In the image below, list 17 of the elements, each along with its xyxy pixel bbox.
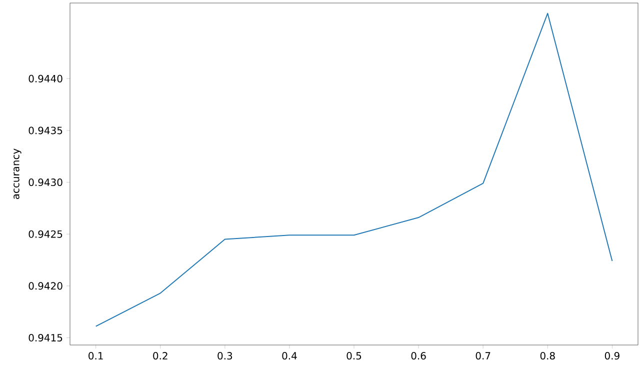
line-series xyxy=(95,12,613,327)
y-tick-label: 0.9415 xyxy=(28,334,62,342)
y-tick-label: 0.9440 xyxy=(28,74,62,82)
x-tick-label: 0.9 xyxy=(604,352,620,360)
x-tick-label: 0.4 xyxy=(282,352,297,360)
x-tick-label: 0.3 xyxy=(218,352,232,360)
x-tick-label: 0.5 xyxy=(346,352,362,360)
x-tick-label: 0.7 xyxy=(476,352,490,360)
x-tick-label: 0.6 xyxy=(411,352,426,360)
x-tick-label: 0.8 xyxy=(540,352,555,360)
x-tick-label: 0.2 xyxy=(153,352,168,360)
y-tick-label: 0.9435 xyxy=(28,126,62,134)
y-tick-label: 0.9430 xyxy=(28,178,62,186)
y-axis-title: accurancy xyxy=(14,148,22,200)
y-tick-label: 0.9425 xyxy=(28,230,62,238)
y-tick-label: 0.9420 xyxy=(28,282,62,290)
x-tick-label: 0.1 xyxy=(88,352,103,360)
